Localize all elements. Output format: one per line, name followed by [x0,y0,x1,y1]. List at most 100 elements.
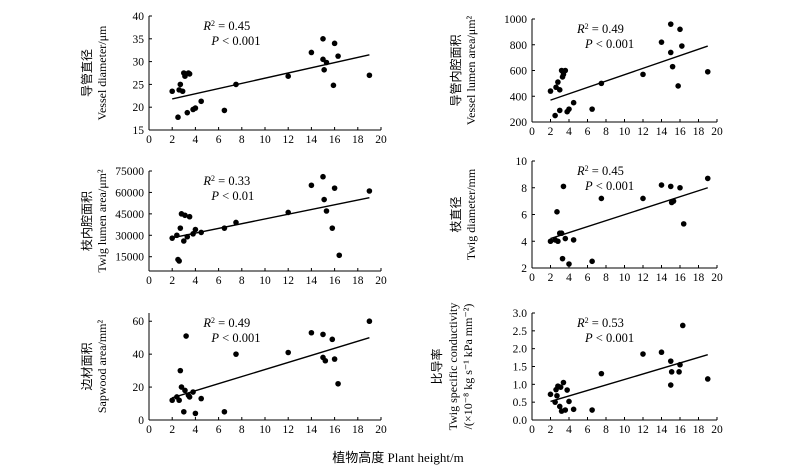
x-tick-label: 6 [585,424,591,436]
data-point [547,391,554,398]
y-tick-label: 40 [133,11,145,23]
y-tick-label: 0.5 [513,397,528,409]
data-point [570,99,577,106]
x-tick-label: 16 [674,424,686,436]
data-point [181,238,187,244]
data-point [555,238,561,245]
data-point [558,230,565,237]
data-point [598,195,605,202]
data-point [562,407,569,413]
data-point [335,380,341,387]
x-tick-label: 16 [674,126,686,138]
r-squared-label: R2 = 0.53 [576,316,624,331]
x-tick-label: 14 [656,126,668,138]
data-point [198,98,204,105]
data-point [547,238,554,245]
data-point [667,382,674,388]
data-point [192,226,199,233]
data-point [559,255,566,262]
data-point [320,331,326,338]
x-tick-label: 8 [239,275,245,287]
panel-5: 0 2 4 6 8 10 12 14 16 18 20 0 20 40 60 边材面积 Sapwood area… [80,313,387,436]
data-point [680,221,687,227]
data-point [320,173,326,180]
regression-line [171,337,370,399]
data-point [658,349,665,356]
x-tick-label: 14 [656,424,668,436]
data-point [169,88,175,95]
data-point [177,225,184,231]
data-point [554,392,560,399]
data-point [186,71,193,77]
x-tick-label: 2 [548,272,554,284]
x-tick-label: 0 [529,272,535,284]
x-tick-label: 4 [193,424,199,436]
x-tick-label: 12 [637,424,649,436]
y-tick-label: 40 [133,349,145,361]
data-point [221,408,228,415]
x-tick-label: 14 [306,275,318,287]
data-point [192,105,199,111]
x-tick-label: 2 [548,424,554,436]
y-tick-label: 2.5 [513,326,528,338]
y-tick-label: 200 [510,117,528,129]
data-point [198,395,204,402]
data-point [183,333,189,339]
data-point [169,235,175,241]
x-axis-title: 植物高度 Plant height/m [332,450,463,465]
x-tick-label: 2 [169,424,175,436]
data-point [570,237,577,243]
data-point [308,49,315,56]
x-tick-label: 2 [169,275,175,287]
x-tick-label: 8 [603,424,609,436]
panel-6: 0 2 4 6 8 10 12 14 16 18 20 0.0 0.5 1.0 1.5 2.0 2.5 3.0 比导… [429,303,723,436]
y-tick-label: 30000 [115,230,144,242]
y-tick-label: 1.5 [513,362,528,374]
r-squared-label: R2 = 0.45 [576,164,624,179]
data-point [658,182,665,188]
data-point [322,357,329,364]
regression-line [550,187,708,240]
x-tick-label: 14 [306,134,318,146]
data-point [564,387,570,393]
x-tick-label: 0 [146,424,152,436]
p-value-label: P < 0.001 [210,34,260,48]
y-tick-label: 1.0 [513,379,528,391]
x-tick-label: 8 [603,272,609,284]
data-point [178,384,185,390]
y-tick-label: 600 [510,66,528,78]
regression-line [550,354,708,403]
data-point [366,318,373,325]
y-axis-title-en: Twig lumen area/μm² [95,169,109,273]
y-tick-label: 25 [133,79,145,91]
data-point [640,351,646,357]
data-point [331,185,338,191]
y-axis-title-cn: 边材面积 [80,342,94,390]
data-point [330,82,337,89]
y-tick-label: 0 [138,415,144,427]
data-point [221,225,228,231]
data-point [181,408,187,415]
y-axis-title-unit: /(×10⁻⁸ kg s⁻¹ kPa mm⁻²) [461,304,475,430]
data-point [552,112,558,119]
data-point [177,367,184,374]
data-point [640,195,646,202]
x-tick-label: 0 [146,275,152,287]
data-point [670,198,677,204]
y-tick-label: 75000 [115,166,144,178]
data-point [589,258,595,265]
data-point [667,358,674,364]
data-point [560,183,567,190]
data-point [285,73,292,79]
x-tick-label: 20 [711,424,723,436]
x-tick-label: 6 [585,272,591,284]
data-point [366,188,373,194]
x-tick-label: 4 [566,126,572,138]
r-squared-label: R2 = 0.49 [576,22,624,37]
data-point [589,106,595,112]
data-point [667,49,674,56]
data-point [677,184,683,191]
x-tick-label: 12 [282,134,294,146]
y-tick-label: 0.0 [513,415,528,427]
data-point [308,182,315,189]
